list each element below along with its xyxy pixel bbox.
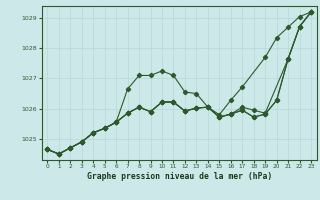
X-axis label: Graphe pression niveau de la mer (hPa): Graphe pression niveau de la mer (hPa) — [87, 172, 272, 181]
